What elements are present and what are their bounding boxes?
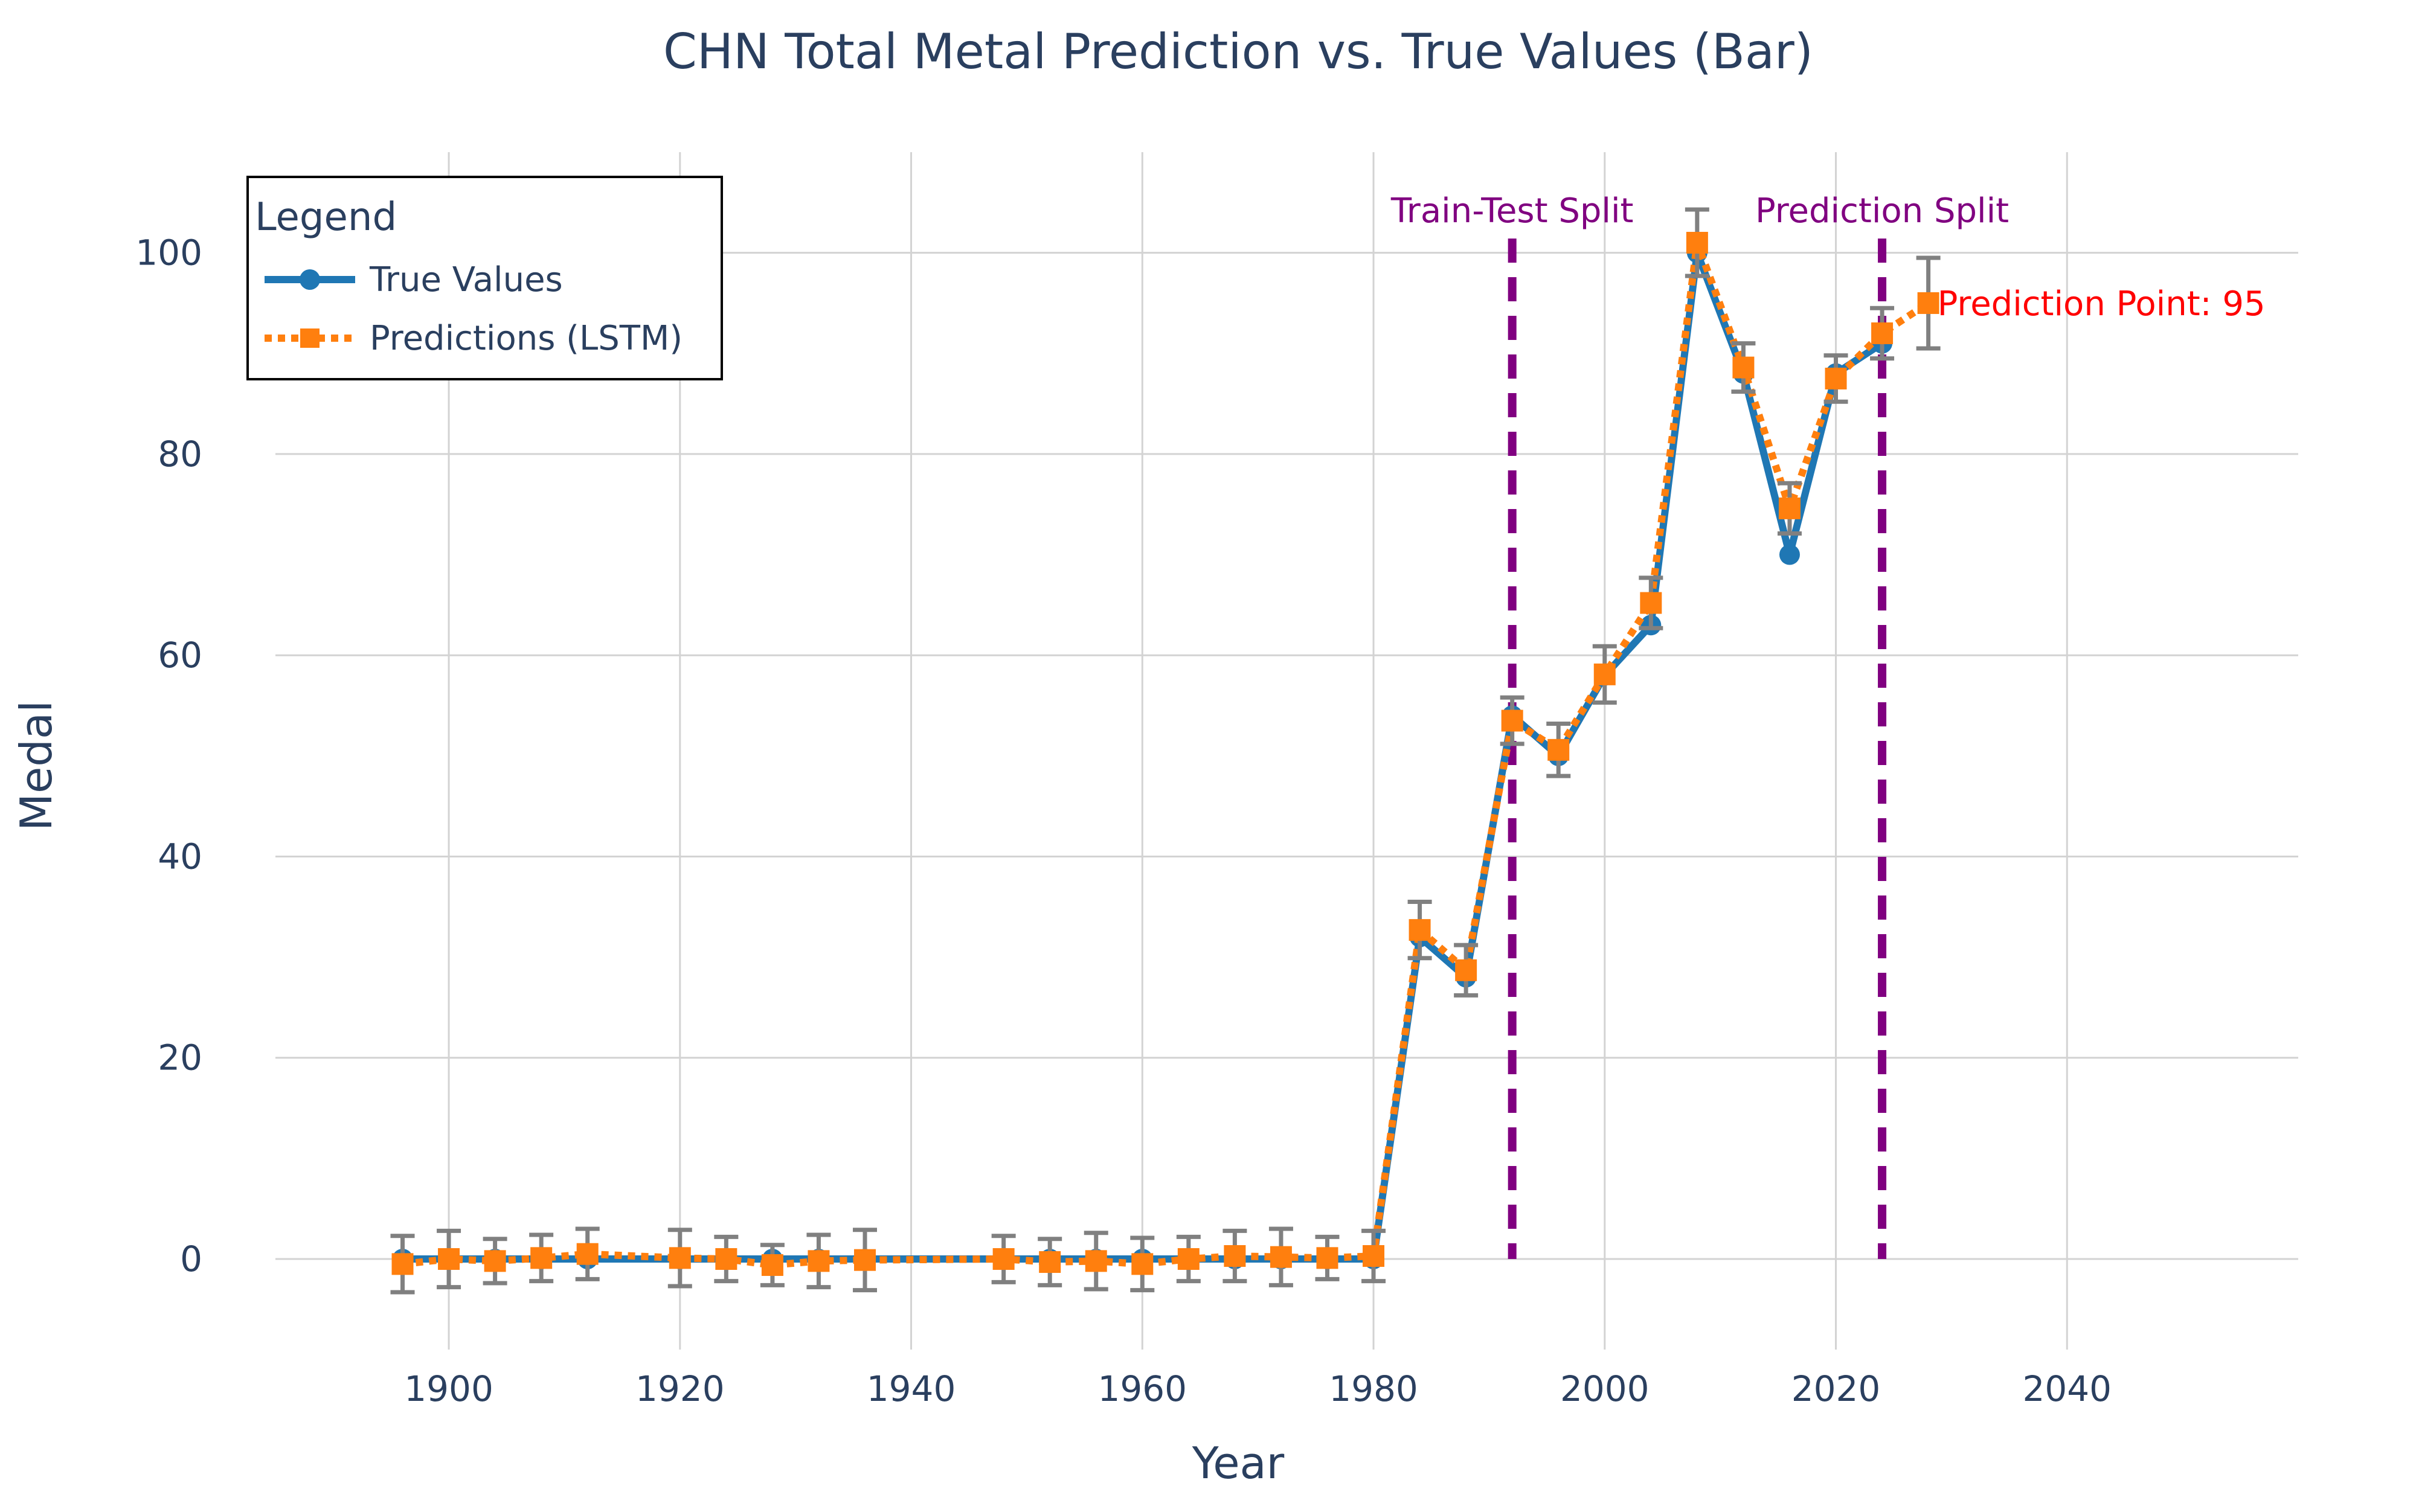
legend-marker-predictions <box>300 328 320 348</box>
x-axis-label: Year <box>1192 1438 1285 1488</box>
y-tick-label: 80 <box>158 434 202 475</box>
prediction-point <box>1316 1247 1338 1269</box>
prediction-point <box>1039 1251 1061 1273</box>
prediction-point <box>484 1250 506 1272</box>
prediction-point <box>576 1243 599 1265</box>
prediction-point-label: Prediction Point: 95 <box>1938 284 2266 324</box>
y-tick-label: 0 <box>180 1238 202 1280</box>
prediction-point <box>1732 356 1755 379</box>
legend-label-true-values: True Values <box>369 260 563 300</box>
legend-label-predictions: Predictions (LSTM) <box>370 319 683 358</box>
prediction-point <box>391 1253 414 1275</box>
y-tick-label: 60 <box>158 635 202 676</box>
true-values-point <box>1779 544 1800 565</box>
x-tick-label: 1960 <box>1097 1368 1187 1409</box>
x-tick-label: 1940 <box>867 1368 956 1409</box>
prediction-point <box>669 1247 691 1269</box>
y-tick-label: 20 <box>158 1037 202 1078</box>
prediction-point <box>1085 1250 1107 1272</box>
legend-marker-true-values <box>300 269 320 290</box>
axis-tick-labels: 1900 1920 1940 1960 1980 2000 2020 204002040608… <box>135 232 2112 1409</box>
prediction-point <box>1409 919 1431 941</box>
annotations: Train-Test Split Prediction Split Predicti… <box>1390 191 2266 324</box>
split-lines <box>1508 239 1887 1260</box>
x-tick-label: 2020 <box>1791 1368 1881 1409</box>
prediction-point <box>1686 231 1708 254</box>
prediction-point <box>1131 1253 1154 1275</box>
prediction-point <box>1593 663 1616 685</box>
prediction-point <box>1363 1245 1385 1267</box>
prediction-point <box>715 1248 737 1270</box>
predictions-series <box>390 207 1941 1295</box>
prediction-point <box>530 1247 553 1269</box>
y-axis-label: Medal <box>11 700 62 831</box>
x-tick-label: 2000 <box>1560 1368 1650 1409</box>
x-tick-label: 2040 <box>2022 1368 2112 1409</box>
prediction-point <box>1640 592 1662 614</box>
prediction-point <box>1177 1248 1200 1270</box>
legend: Legend True Values Predictions (LSTM) <box>246 176 723 380</box>
prediction-point <box>992 1248 1015 1270</box>
x-tick-label: 1980 <box>1329 1368 1418 1409</box>
split-line-label: Train-Test Split <box>1390 191 1634 231</box>
prediction-point <box>1917 292 1939 314</box>
legend-title: Legend <box>255 195 397 240</box>
prediction-point <box>1455 959 1477 981</box>
prediction-point <box>853 1249 876 1271</box>
prediction-point <box>761 1254 783 1277</box>
x-tick-label: 1920 <box>635 1368 725 1409</box>
prediction-point <box>808 1250 830 1272</box>
prediction-point <box>1871 322 1894 344</box>
prediction-point <box>1224 1245 1246 1267</box>
split-line-label: Prediction Split <box>1755 191 2009 231</box>
prediction-point <box>1778 497 1801 519</box>
x-tick-label: 1900 <box>404 1368 493 1409</box>
y-tick-label: 40 <box>158 836 202 877</box>
prediction-point <box>1825 367 1847 389</box>
prediction-point <box>1547 738 1570 761</box>
prediction-point <box>438 1248 460 1270</box>
y-tick-label: 100 <box>135 232 202 274</box>
prediction-point <box>1270 1246 1292 1268</box>
chart-title: CHN Total Metal Prediction vs. True Valu… <box>663 24 1813 80</box>
prediction-point <box>1501 710 1523 732</box>
